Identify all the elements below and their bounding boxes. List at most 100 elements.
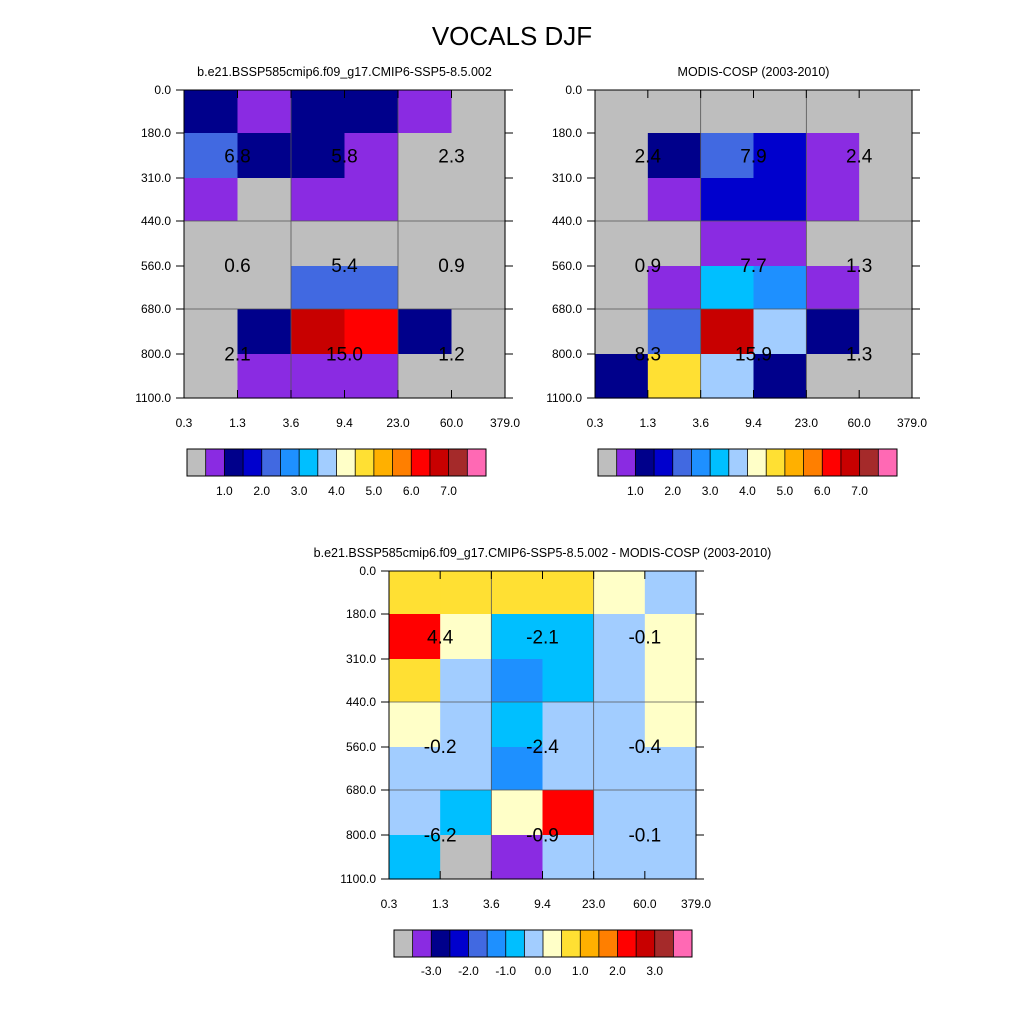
colorbar-swatch: [187, 449, 207, 476]
heatmap-cell: [647, 90, 702, 134]
colorbar-swatch: [728, 449, 748, 476]
heatmap-cell: [491, 835, 544, 880]
heatmap-cell: [389, 614, 441, 660]
heatmap-cell: [806, 354, 860, 399]
heatmap-cell: [644, 790, 697, 836]
colorbar-label: 3.0: [291, 484, 308, 498]
heatmap-cell: [595, 266, 649, 310]
heatmap-cell: [184, 221, 239, 267]
colorbar-label: 5.0: [366, 484, 383, 498]
heatmap-cell: [451, 266, 506, 310]
heatmap-cell: [542, 614, 595, 660]
y-tick-label: 180.0: [346, 607, 376, 621]
colorbar-swatch: [431, 930, 451, 957]
colorbar-swatch: [561, 930, 581, 957]
colorbar-label: 6.0: [814, 484, 831, 498]
colorbar-swatch: [373, 449, 393, 476]
panel-title: b.e21.BSSP585cmip6.f09_g17.CMIP6-SSP5-8.…: [314, 546, 772, 560]
heatmap-cell: [440, 571, 492, 615]
heatmap-cell: [451, 90, 506, 134]
x-tick-label: 60.0: [633, 897, 657, 911]
colorbar-label: 2.0: [253, 484, 270, 498]
heatmap-cell: [647, 354, 702, 399]
heatmap-cell: [237, 354, 292, 399]
heatmap-cell: [237, 178, 292, 222]
heatmap-cell: [700, 354, 755, 399]
y-tick-label: 800.0: [141, 347, 171, 361]
x-tick-label: 3.6: [483, 897, 500, 911]
colorbar-swatch: [747, 449, 767, 476]
y-tick-label: 560.0: [346, 740, 376, 754]
colorbar-swatch: [859, 449, 879, 476]
heatmap-cell: [859, 309, 913, 355]
colorbar-swatch: [691, 449, 711, 476]
y-tick-label: 800.0: [346, 828, 376, 842]
heatmap-cell: [595, 90, 649, 134]
heatmap-cell: [291, 90, 346, 134]
y-tick-label: 180.0: [141, 126, 171, 140]
heatmap-cell: [753, 266, 807, 310]
heatmap-cell: [491, 614, 544, 660]
heatmap-cell: [859, 266, 913, 310]
y-tick-label: 1100.0: [546, 391, 582, 405]
x-tick-label: 1.3: [639, 416, 656, 430]
colorbar-swatch: [467, 449, 487, 476]
heatmap-cell: [389, 835, 441, 880]
heatmap-cell: [644, 835, 697, 880]
heatmap-cell: [700, 90, 755, 134]
x-tick-label: 0.3: [176, 416, 193, 430]
heatmap-cell: [491, 702, 544, 748]
block-value-label: 0.6: [224, 256, 250, 277]
heatmap-cell: [398, 309, 453, 355]
colorbar-swatch: [205, 449, 225, 476]
colorbar-label: 2.0: [664, 484, 681, 498]
colorbar-swatch: [654, 449, 674, 476]
heatmap-cell: [398, 266, 453, 310]
heatmap-cell: [440, 835, 492, 880]
block-value-label: -0.9: [526, 826, 559, 847]
y-tick-label: 560.0: [552, 259, 582, 273]
heatmap-cell: [451, 354, 506, 399]
colorbar-swatch: [355, 449, 375, 476]
block-value-label: 8.3: [635, 345, 661, 366]
block-value-label: 1.3: [846, 345, 872, 366]
x-tick-label: 1.3: [432, 897, 449, 911]
y-tick-label: 680.0: [141, 302, 171, 316]
block-value-label: 7.7: [740, 256, 766, 277]
colorbar-swatch: [448, 449, 468, 476]
heatmap-cell: [593, 659, 646, 703]
heatmap-cell: [389, 790, 441, 836]
y-tick-label: 440.0: [552, 214, 582, 228]
y-tick-label: 440.0: [141, 214, 171, 228]
block-value-label: -0.2: [424, 737, 457, 758]
heatmap-cell: [398, 221, 453, 267]
heatmap-cell: [440, 790, 492, 836]
heatmap-cell: [700, 266, 755, 310]
heatmap-cell: [398, 178, 453, 222]
heatmap-cell: [859, 90, 913, 134]
colorbar-swatch: [673, 930, 693, 957]
block-value-label: 4.4: [427, 628, 454, 649]
colorbar-label: 1.0: [572, 964, 589, 978]
heatmap-cell: [291, 266, 346, 310]
x-tick-label: 0.3: [587, 416, 604, 430]
heatmap-cell: [184, 266, 239, 310]
heatmap-cell: [344, 90, 399, 134]
y-tick-label: 310.0: [346, 652, 376, 666]
colorbar-label: 5.0: [777, 484, 794, 498]
heatmap-cell: [291, 178, 346, 222]
colorbar-label: 1.0: [627, 484, 644, 498]
x-tick-label: 9.4: [336, 416, 353, 430]
heatmap-cell: [647, 178, 702, 222]
block-value-label: 7.9: [740, 147, 766, 168]
block-value-label: -0.1: [628, 826, 661, 847]
heatmap-cell: [644, 614, 697, 660]
heatmap-cell: [291, 221, 346, 267]
heatmap-cell: [647, 133, 702, 179]
heatmap-cell: [184, 354, 239, 399]
y-tick-label: 1100.0: [340, 872, 376, 886]
colorbar-swatch: [672, 449, 692, 476]
heatmap-cell: [644, 747, 697, 791]
x-tick-label: 379.0: [897, 416, 927, 430]
